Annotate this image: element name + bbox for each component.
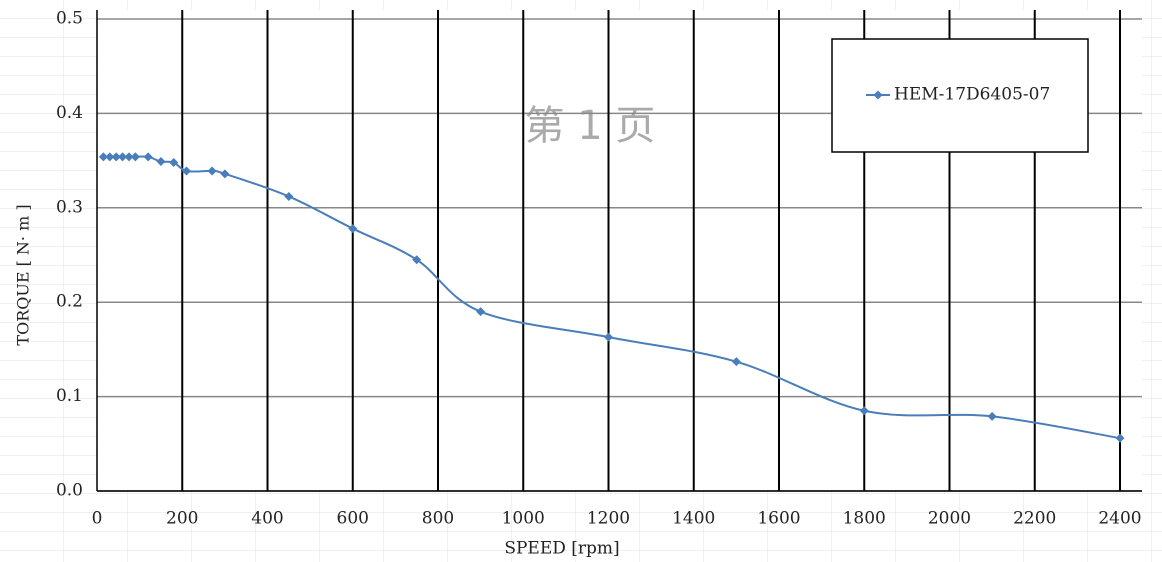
data-point xyxy=(143,152,153,162)
data-point xyxy=(987,411,997,421)
x-tick-label: 1800 xyxy=(843,509,886,529)
data-point xyxy=(156,157,166,167)
data-point xyxy=(859,406,869,416)
x-tick-label: 1400 xyxy=(672,509,715,529)
data-point xyxy=(476,307,486,317)
y-tick-label: 0.2 xyxy=(56,292,83,312)
y-tick-label: 0.4 xyxy=(56,103,83,123)
y-tick-label: 0.1 xyxy=(56,386,83,406)
x-tick-label: 1200 xyxy=(587,509,630,529)
y-tick-label: 0.0 xyxy=(56,481,83,501)
x-tick-label: 2400 xyxy=(1098,509,1141,529)
x-tick-label: 200 xyxy=(166,509,198,529)
y-tick-label: 0.5 xyxy=(56,9,83,29)
x-tick-label: 2200 xyxy=(1013,509,1056,529)
legend-label: HEM-17D6405-07 xyxy=(894,85,1050,105)
data-point xyxy=(412,255,422,265)
data-point xyxy=(207,166,217,176)
data-point xyxy=(731,357,741,367)
x-tick-label: 2000 xyxy=(928,509,971,529)
data-point xyxy=(105,152,115,162)
data-point xyxy=(220,169,230,179)
x-tick-label: 400 xyxy=(251,509,283,529)
data-point xyxy=(182,166,192,176)
x-axis-label: SPEED [rpm] xyxy=(504,539,619,559)
x-tick-label: 800 xyxy=(422,509,454,529)
x-tick-label: 1600 xyxy=(757,509,800,529)
x-tick-label: 600 xyxy=(337,509,369,529)
data-point xyxy=(169,157,179,167)
legend-marker xyxy=(873,90,883,100)
data-point xyxy=(284,191,294,201)
y-axis-label: TORQUE [ N· m ] xyxy=(14,204,33,345)
x-tick-label: 0 xyxy=(92,509,103,529)
data-point xyxy=(111,152,121,162)
data-point xyxy=(124,152,134,162)
data-point xyxy=(604,332,613,342)
data-point xyxy=(98,152,108,162)
data-point xyxy=(118,152,128,162)
data-point xyxy=(130,152,140,162)
data-point xyxy=(348,224,358,234)
data-point xyxy=(1115,433,1125,443)
y-tick-label: 0.3 xyxy=(56,197,83,217)
watermark: 第 1 页 xyxy=(525,103,656,149)
x-tick-label: 1000 xyxy=(502,509,545,529)
